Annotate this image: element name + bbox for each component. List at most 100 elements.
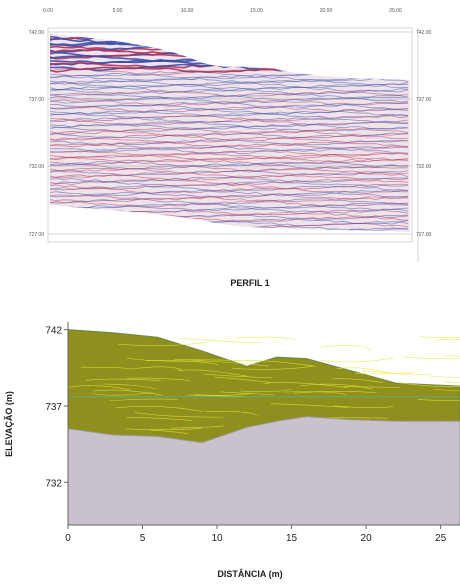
reflector bbox=[50, 203, 409, 210]
speckle bbox=[165, 432, 167, 434]
reflector bbox=[50, 190, 409, 197]
reflector bbox=[50, 154, 409, 161]
reflector bbox=[50, 229, 409, 232]
reflector bbox=[50, 84, 409, 90]
reflector bbox=[50, 145, 409, 153]
texture-line bbox=[343, 386, 401, 389]
radargram-frame bbox=[47, 27, 413, 243]
reflector bbox=[50, 110, 409, 117]
texture-line bbox=[203, 373, 273, 379]
speckle bbox=[127, 425, 129, 428]
speckle bbox=[135, 410, 137, 412]
reflector bbox=[50, 97, 409, 104]
reflector bbox=[50, 114, 409, 122]
texture-line bbox=[195, 360, 270, 367]
speckle bbox=[324, 410, 326, 412]
speckle bbox=[72, 412, 74, 414]
reflector bbox=[50, 108, 409, 115]
reflector bbox=[50, 34, 409, 36]
x-tick-label: 25 bbox=[435, 533, 447, 544]
speckle bbox=[70, 424, 72, 426]
speckle bbox=[145, 431, 147, 433]
texture-line bbox=[237, 336, 297, 340]
top-tick-label: 25.00 bbox=[389, 8, 402, 14]
reflector bbox=[50, 163, 409, 170]
reflector bbox=[50, 198, 409, 205]
texture-line bbox=[214, 376, 271, 383]
texture-line bbox=[333, 405, 394, 408]
y-tick-label: 742 bbox=[45, 326, 62, 337]
left-tick-label: 727.00 bbox=[29, 232, 45, 238]
top-tick-label: 0.00 bbox=[43, 8, 53, 14]
texture-line bbox=[433, 389, 460, 392]
speckle bbox=[89, 420, 92, 422]
right-tick-label: 742.00 bbox=[416, 30, 432, 36]
x-tick-label: 10 bbox=[211, 533, 223, 544]
texture-line bbox=[240, 388, 292, 392]
speckle bbox=[178, 427, 181, 430]
left-tick-label: 742.00 bbox=[29, 30, 45, 36]
texture-line bbox=[170, 425, 224, 429]
speckle bbox=[208, 426, 210, 428]
reflector bbox=[50, 152, 409, 159]
texture-line bbox=[435, 338, 460, 341]
speckle bbox=[395, 410, 397, 412]
texture-line bbox=[180, 337, 261, 343]
top-tick-label: 5.00 bbox=[113, 8, 123, 14]
y-tick-label: 737 bbox=[45, 402, 62, 413]
texture-line bbox=[194, 393, 253, 396]
section bbox=[68, 329, 460, 525]
texture-line bbox=[332, 378, 384, 383]
reflector bbox=[50, 196, 409, 203]
speckle bbox=[176, 417, 179, 419]
speckle bbox=[226, 416, 228, 418]
texture-line bbox=[293, 390, 377, 394]
reflector bbox=[50, 158, 409, 166]
speckle bbox=[229, 424, 231, 426]
reflector bbox=[50, 77, 409, 84]
left-tick-label: 737.00 bbox=[29, 97, 45, 103]
texture-line bbox=[80, 366, 132, 370]
speckle bbox=[164, 422, 166, 424]
x-tick-label: 15 bbox=[286, 533, 298, 544]
texture-line bbox=[355, 372, 413, 375]
x-tick-label: 20 bbox=[361, 533, 373, 544]
speckle bbox=[371, 418, 373, 420]
texture-line bbox=[233, 360, 316, 367]
reflector bbox=[50, 88, 409, 95]
speckle bbox=[136, 424, 139, 426]
speckle bbox=[249, 415, 251, 417]
speckle bbox=[173, 434, 175, 436]
top-tick-label: 20.00 bbox=[320, 8, 333, 14]
y-tick-label: 732 bbox=[45, 478, 62, 489]
reflector bbox=[50, 180, 409, 188]
reflector bbox=[50, 178, 409, 186]
speckle bbox=[133, 420, 136, 422]
top-tick-label: 10.00 bbox=[181, 8, 194, 14]
reflector bbox=[50, 34, 409, 38]
speckle bbox=[274, 417, 276, 419]
texture-line bbox=[399, 382, 460, 387]
right-tick-label: 732.00 bbox=[416, 164, 432, 170]
speckle bbox=[286, 417, 288, 419]
speckle bbox=[189, 415, 191, 417]
speckle bbox=[355, 410, 357, 413]
texture-line bbox=[92, 392, 153, 396]
speckle bbox=[110, 416, 113, 418]
speckle bbox=[215, 433, 217, 435]
radargram bbox=[50, 34, 410, 232]
x-tick-label: 0 bbox=[65, 533, 71, 544]
speckle bbox=[161, 431, 163, 433]
speckle bbox=[244, 424, 246, 426]
texture-line bbox=[118, 342, 207, 346]
reflector bbox=[50, 194, 409, 201]
speckle bbox=[226, 409, 228, 412]
speckle bbox=[182, 422, 184, 424]
speckle bbox=[347, 416, 349, 419]
x-tick-label: 5 bbox=[140, 533, 146, 544]
texture-line bbox=[428, 375, 460, 378]
reflector bbox=[50, 75, 409, 82]
speckle bbox=[360, 417, 363, 420]
reflector bbox=[50, 117, 409, 124]
reflector bbox=[50, 147, 409, 155]
